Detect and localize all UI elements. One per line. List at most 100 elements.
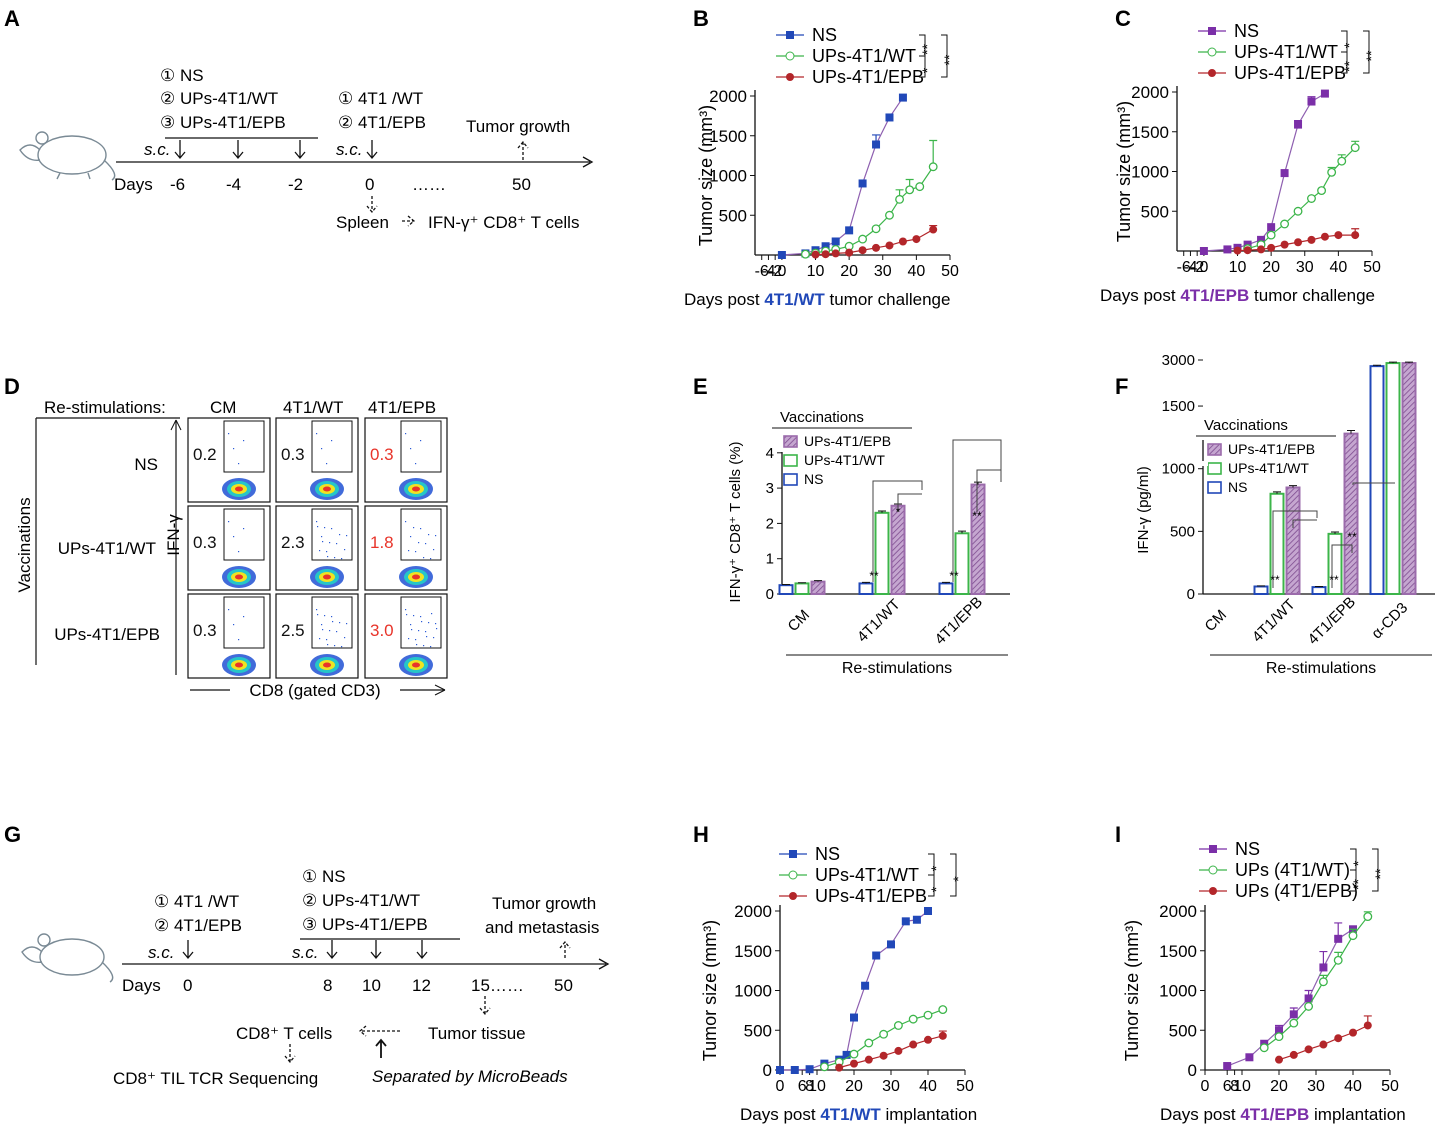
g-day-6: 50 xyxy=(554,976,573,995)
data-point xyxy=(1293,206,1303,216)
event-dot xyxy=(341,646,343,648)
d-row-epb: UPs-4T1/EPB xyxy=(54,625,160,644)
data-point xyxy=(842,1050,851,1059)
gate-percent: 0.3 xyxy=(193,621,217,640)
sig-label: * xyxy=(896,505,901,519)
x-tick-label: -4 xyxy=(761,263,775,280)
sig-label: * xyxy=(928,865,944,871)
sig-bracket xyxy=(941,34,948,78)
data-point xyxy=(864,1038,874,1048)
event-dot xyxy=(334,645,336,647)
data-point xyxy=(1274,1032,1284,1042)
event-dot xyxy=(405,609,407,611)
y-axis-label: Tumor size (mm³) xyxy=(696,105,716,246)
event-dot xyxy=(339,534,341,536)
data-point xyxy=(1257,235,1266,244)
data-point xyxy=(845,226,854,235)
x-tick-label: 40 xyxy=(919,1078,937,1095)
d-col-cm: CM xyxy=(210,398,236,417)
data-point xyxy=(1307,235,1316,244)
data-point xyxy=(1257,245,1266,254)
g-tumor-tissue: Tumor tissue xyxy=(428,1024,526,1043)
event-dot xyxy=(334,557,336,559)
event-dot xyxy=(326,551,328,553)
data-point xyxy=(849,1049,859,1059)
event-dot xyxy=(428,534,430,536)
legend-swatch xyxy=(783,454,798,467)
event-dot xyxy=(413,615,415,617)
sig-bracket xyxy=(1350,869,1357,892)
y-tick-label: 0 xyxy=(766,586,774,603)
data-point xyxy=(1317,186,1327,196)
legend-label: NS xyxy=(804,471,823,487)
data-point xyxy=(776,1066,784,1074)
data-point xyxy=(879,1051,888,1060)
d-col-epb: 4T1/EPB xyxy=(368,398,436,417)
series-line xyxy=(1237,234,1356,252)
error-bar xyxy=(798,582,806,584)
y-axis-label: Tumor size (mm³) xyxy=(1122,920,1142,1061)
event-dot xyxy=(420,616,422,618)
data-point xyxy=(1259,1043,1269,1053)
legend-marker xyxy=(786,73,794,81)
event-dot xyxy=(322,541,324,543)
error-bar xyxy=(1289,485,1297,488)
y-axis-label: Tumor size (mm³) xyxy=(700,920,720,1061)
density-cloud xyxy=(235,574,243,580)
gate-box xyxy=(223,596,265,649)
a-ifn-cells: IFN-γ⁺ CD8⁺ T cells xyxy=(428,213,579,232)
event-dot xyxy=(346,535,348,537)
error-bar xyxy=(862,581,870,584)
panel-label-h: H xyxy=(693,822,709,847)
event-dot xyxy=(423,557,425,559)
x-tick-label: -6 xyxy=(755,263,769,280)
error-bar xyxy=(1331,531,1339,534)
density-cloud xyxy=(323,574,331,580)
a-day-6: 50 xyxy=(512,175,531,194)
data-point xyxy=(885,113,894,122)
data-point xyxy=(901,917,910,926)
event-dot xyxy=(243,528,245,530)
panel-a-schematic: ① NS ② UPs-4T1/WT ③ UPs-4T1/EPB ① 4T1 /W… xyxy=(19,66,594,232)
x-tick-label: 40 xyxy=(1329,259,1347,276)
a-spleen: Spleen xyxy=(336,213,389,232)
y-tick-label: 1500 xyxy=(1162,398,1195,415)
a-day-4: 0 xyxy=(365,175,374,194)
event-dot xyxy=(344,637,346,639)
event-dot xyxy=(327,556,329,558)
data-point xyxy=(938,1031,947,1040)
data-point xyxy=(1334,231,1343,240)
sig-bracket xyxy=(1272,510,1318,588)
sig-label: ** xyxy=(1329,573,1339,587)
d-row-ns: NS xyxy=(134,455,158,474)
bar xyxy=(1385,362,1401,596)
sig-label: ** xyxy=(1350,879,1366,890)
event-dot xyxy=(406,614,408,616)
legend-marker xyxy=(789,892,797,900)
data-point xyxy=(1334,1034,1343,1043)
data-point xyxy=(1320,232,1329,241)
data-point xyxy=(1327,167,1337,177)
gate-percent: 0.3 xyxy=(370,445,394,464)
event-dot xyxy=(430,558,432,560)
sig-label: * xyxy=(1350,860,1366,866)
event-dot xyxy=(436,628,438,630)
x-tick-label: 20 xyxy=(840,263,858,280)
sig-bracket xyxy=(1363,30,1370,74)
bar xyxy=(1253,585,1269,595)
x-tick-label: 10 xyxy=(1229,259,1247,276)
event-dot xyxy=(329,630,331,632)
density-cloud xyxy=(412,486,420,492)
x-tick-label: 10 xyxy=(808,1078,826,1095)
legend-label: NS xyxy=(1234,21,1259,41)
y-tick-label: 2000 xyxy=(1131,83,1169,102)
data-point xyxy=(912,235,921,244)
sig-label: ** xyxy=(1341,61,1357,72)
x-axis-label: Re-stimulations xyxy=(1266,660,1376,677)
event-dot xyxy=(415,639,417,641)
data-point xyxy=(858,234,868,244)
data-point xyxy=(1294,238,1303,247)
sig-label: ** xyxy=(1372,868,1388,879)
event-dot xyxy=(233,536,235,538)
bar xyxy=(1401,362,1417,596)
